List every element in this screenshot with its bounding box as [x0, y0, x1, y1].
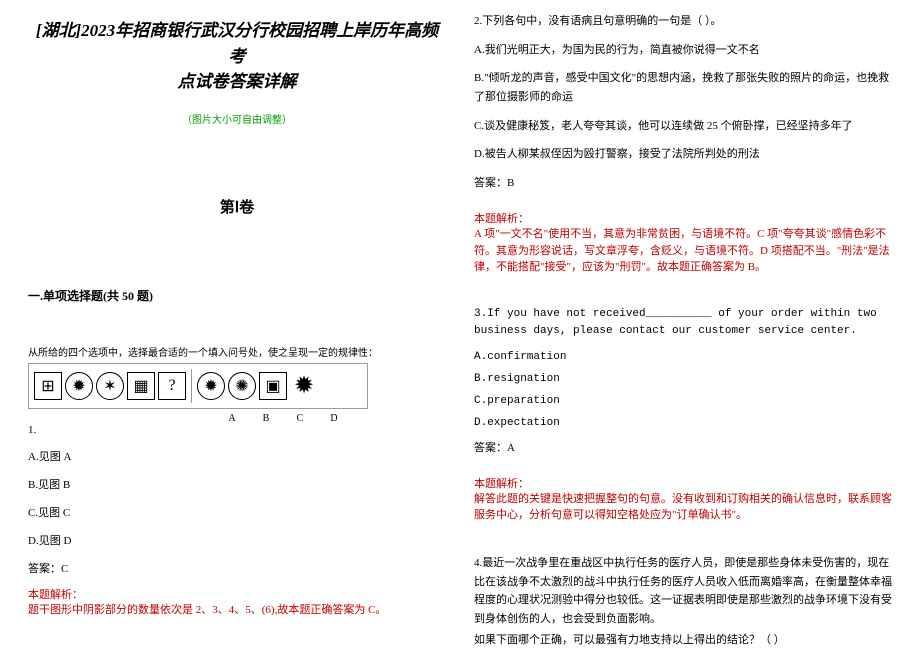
q2-analysis-text: A 项"一文不名"使用不当，其意为非常贫困，与语境不符。C 项"夸夸其谈"感情色…	[474, 226, 892, 276]
shape-square-1: ⊞	[34, 372, 62, 400]
q2-opt-d: D.被告人柳某叔侄因为殴打警察，接受了法院所判处的刑法	[474, 145, 892, 164]
shape-opt-a: ✹	[197, 372, 225, 400]
q4-follow: 如果下面哪个正确，可以最强有力地支持以上得出的结论？（ ）	[474, 631, 892, 650]
q1-analysis-text: 题干图形中阴影部分的数量依次是 2、3、4、5、(6),故本题正确答案为 C。	[28, 602, 446, 619]
q1-opt-a: A.见图 A	[28, 448, 446, 464]
q2-opt-c: C.谈及健康秘笈，老人夸夸其谈，他可以连续做 25 个俯卧撑，已经坚持多年了	[474, 117, 892, 136]
q1-figure: ⊞ ✹ ✶ ▦ ? ✹ ✺ ▣ ✹	[28, 363, 368, 409]
page-title: [湖北]2023年招商银行武汉分行校园招聘上岸历年高频考 点试卷答案详解	[28, 18, 446, 95]
q3-answer: 答案：A	[474, 439, 892, 455]
q3-analysis-label: 本题解析：	[474, 475, 892, 491]
shape-square-2: ▦	[127, 372, 155, 400]
shape-opt-c: ▣	[259, 372, 287, 400]
q3-opt-b: B.resignation	[474, 373, 892, 385]
q4-stem: 4.最近一次战争里在重战区中执行任务的医疗人员，即使是那些身体未受伤害的，现在比…	[474, 554, 892, 629]
q2-answer: 答案：B	[474, 174, 892, 190]
title-line2: 点试卷答案详解	[178, 72, 297, 91]
shape-circle-1: ✹	[65, 372, 93, 400]
title-line1: [湖北]2023年招商银行武汉分行校园招聘上岸历年高频考	[36, 21, 438, 66]
label-c: C	[286, 413, 314, 424]
q3-opt-a: A.confirmation	[474, 351, 892, 363]
q1-opt-c: C.见图 C	[28, 504, 446, 520]
question-section-title: 一.单项选择题(共 50 题)	[28, 287, 446, 304]
q2-block: 2.下列各句中，没有语病且句意明确的一句是（ ）。 A.我们光明正大，为国为民的…	[474, 12, 892, 276]
q1-opt-b: B.见图 B	[28, 476, 446, 492]
q2-opt-b: B."倾听龙的声音，感受中国文化"的思想内涵，挽救了那张失败的照片的命运，也挽救…	[474, 69, 892, 106]
label-d: D	[320, 413, 348, 424]
q3-analysis-text: 解答此题的关键是快速把握整句的句意。没有收到和订购相关的确认信息时，联系顾客服务…	[474, 491, 892, 524]
q1-sequence-shapes: ⊞ ✹ ✶ ▦ ?	[29, 369, 192, 403]
q1-answer-shapes: ✹ ✺ ▣ ✹	[192, 369, 323, 403]
q1-number: 1.	[28, 424, 446, 436]
shape-question: ?	[158, 372, 186, 400]
subtitle: （图片大小可自由调整）	[28, 111, 446, 126]
shape-opt-b: ✺	[228, 372, 256, 400]
q1-analysis-label: 本题解析：	[28, 586, 446, 602]
label-b: B	[252, 413, 280, 424]
section-header: 第Ⅰ卷	[28, 196, 446, 217]
q1-answer: 答案：C	[28, 560, 446, 576]
q4-block: 4.最近一次战争里在重战区中执行任务的医疗人员，即使是那些身体未受伤害的，现在比…	[474, 554, 892, 649]
q2-stem: 2.下列各句中，没有语病且句意明确的一句是（ ）。	[474, 12, 892, 31]
q3-block: 3.If you have not received__________ of …	[474, 306, 892, 524]
q3-stem: 3.If you have not received__________ of …	[474, 306, 892, 341]
q3-opt-c: C.preparation	[474, 395, 892, 407]
label-a: A	[218, 413, 246, 424]
q2-analysis-label: 本题解析：	[474, 210, 892, 226]
shape-circle-2: ✶	[96, 372, 124, 400]
shape-opt-d: ✹	[290, 372, 318, 400]
q1-option-labels: A B C D	[28, 413, 446, 424]
q1-opt-d: D.见图 D	[28, 532, 446, 548]
q2-opt-a: A.我们光明正大，为国为民的行为，简直被你说得一文不名	[474, 41, 892, 60]
q1-intro: 从所给的四个选项中，选择最合适的一个填入问号处，使之呈现一定的规律性：	[28, 344, 446, 359]
q3-opt-d: D.expectation	[474, 417, 892, 429]
